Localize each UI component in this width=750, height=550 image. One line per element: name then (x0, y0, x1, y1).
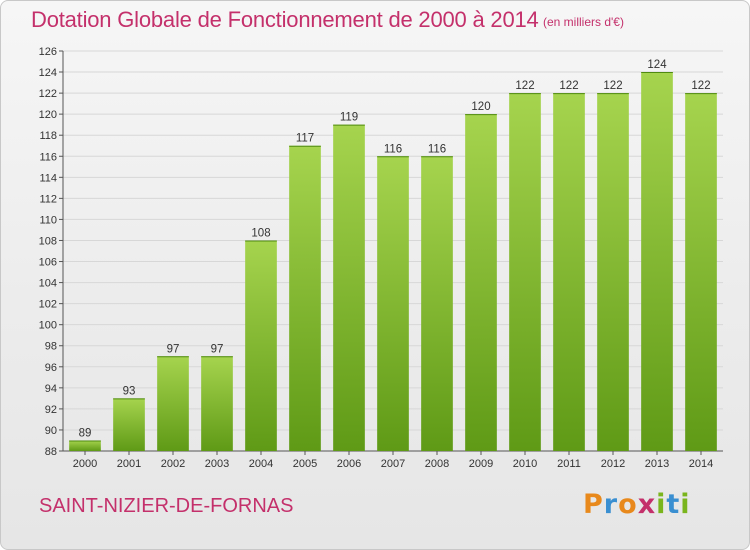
y-tick-label: 104 (39, 278, 57, 290)
data-label: 89 (79, 427, 92, 439)
tick-labels: 88 90 92 94 96 98 100 102 104 106 108 110 112 114 116 1… (39, 46, 714, 470)
y-tick-label: 112 (39, 193, 57, 205)
y-tick-label: 114 (39, 172, 57, 184)
y-tick-label: 88 (45, 446, 57, 458)
data-label: 93 (123, 385, 136, 397)
x-tick-label: 2013 (645, 458, 669, 470)
data-label: 97 (167, 343, 180, 355)
bar-2009 (465, 114, 497, 451)
data-label: 122 (515, 80, 534, 92)
data-label: 124 (647, 59, 667, 71)
data-label: 116 (384, 143, 402, 155)
y-tick-label: 122 (39, 88, 57, 100)
bar-2013 (641, 72, 673, 451)
bar-2000 (69, 440, 101, 451)
x-tick-label: 2011 (557, 458, 581, 470)
x-tick-label: 2006 (337, 458, 361, 470)
x-tick-label: 2010 (513, 458, 537, 470)
data-label: 116 (428, 143, 446, 155)
y-tick-label: 120 (39, 109, 57, 121)
bar-2014 (685, 93, 717, 452)
y-tick-label: 100 (39, 320, 57, 332)
x-tick-label: 2005 (293, 458, 317, 470)
x-tick-label: 2008 (425, 458, 449, 470)
x-tick-label: 2003 (205, 458, 229, 470)
x-tick-label: 2014 (689, 458, 713, 470)
x-tick-label: 2001 (117, 458, 141, 470)
x-tick-label: 2002 (161, 458, 185, 470)
data-labels: 89 93 97 97 108 117 119 116 116 120 122 122 122 124 12… (79, 59, 711, 439)
bar-2008 (421, 156, 453, 451)
y-tick-label: 102 (39, 299, 57, 311)
y-tick-label: 94 (45, 383, 57, 395)
bar-2006 (333, 124, 365, 452)
data-label: 120 (471, 101, 490, 113)
bar-2011 (553, 93, 585, 452)
y-tick-label: 116 (39, 151, 57, 163)
chart-title: Dotation Globale de Fonctionnement de 20… (31, 7, 539, 32)
y-tick-label: 108 (39, 235, 57, 247)
logo-letter: P (583, 489, 604, 520)
y-tick-label: 126 (39, 46, 57, 58)
data-label: 122 (691, 80, 710, 92)
x-tick-label: 2007 (381, 458, 405, 470)
data-label: 122 (559, 80, 578, 92)
bar-2002 (157, 356, 189, 451)
logo-letter: x (637, 489, 657, 520)
y-tick-label: 98 (45, 341, 57, 353)
logo-letter: t (666, 489, 681, 520)
bar-2005 (289, 145, 321, 451)
bars (69, 72, 717, 452)
x-tick-label: 2009 (469, 458, 493, 470)
data-label: 119 (340, 112, 358, 124)
y-tick-label: 124 (39, 67, 57, 79)
bar-2003 (201, 356, 233, 451)
x-tick-label: 2004 (249, 458, 273, 470)
bar-2012 (597, 93, 629, 452)
y-tick-label: 92 (45, 404, 57, 416)
proxiti-logo: Proxiti (583, 489, 691, 520)
bar-2007 (377, 156, 409, 451)
y-tick-label: 96 (45, 362, 57, 374)
y-tick-label: 106 (39, 257, 57, 269)
y-tick-label: 110 (39, 214, 57, 226)
bar-2001 (113, 398, 145, 451)
bar-2010 (509, 93, 541, 452)
logo-letter: o (618, 489, 638, 520)
data-label: 108 (251, 227, 270, 239)
bar-2004 (245, 240, 277, 451)
x-tick-label: 2012 (601, 458, 625, 470)
x-tick-label: 2000 (73, 458, 97, 470)
commune-name: SAINT-NIZIER-DE-FORNAS (39, 495, 294, 517)
unit-note: (en milliers d'€) (543, 15, 624, 29)
data-label: 97 (211, 343, 224, 355)
logo-letter: r (603, 489, 619, 520)
logo-letter: i (680, 489, 691, 520)
logo-letter: i (656, 489, 667, 520)
data-label: 117 (296, 133, 314, 145)
y-tick-label: 118 (39, 130, 57, 142)
data-label: 122 (603, 80, 622, 92)
y-tick-label: 90 (45, 425, 57, 437)
